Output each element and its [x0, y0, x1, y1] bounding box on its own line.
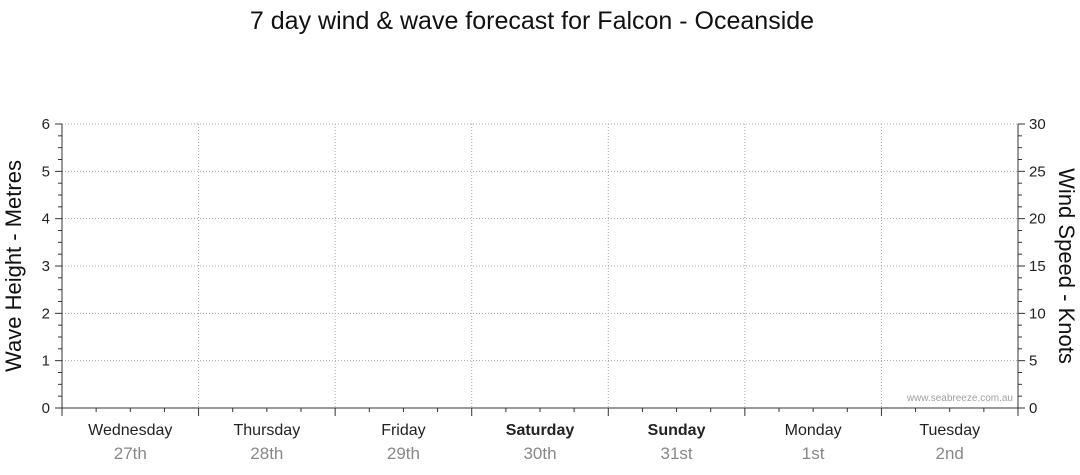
day-date-label: 28th	[250, 444, 283, 463]
y2-axis-title: Wind Speed - Knots	[1054, 168, 1079, 364]
day-date-label: 31st	[661, 444, 693, 463]
y-tick-label: 5	[42, 163, 50, 180]
y2-tick-label: 5	[1029, 353, 1037, 370]
day-date-label: 2nd	[936, 444, 964, 463]
day-name-label: Tuesday	[919, 422, 980, 439]
day-name-label: Thursday	[234, 422, 301, 439]
axes: 0 1 2 3 4 5 6 0 5 10 15 20 25 30	[42, 116, 1046, 417]
day-date-label: 29th	[387, 444, 420, 463]
y-axis-title: Wave Height - Metres	[1, 160, 26, 372]
y2-tick-label: 30	[1029, 116, 1046, 133]
x-axis-labels: Wednesday 27th Thursday 28th Friday 29th Satur…	[88, 422, 980, 463]
y-tick-label: 0	[42, 400, 50, 417]
y2-tick-label: 0	[1029, 400, 1037, 417]
day-name-label: Wednesday	[88, 422, 172, 439]
y2-tick-label: 20	[1029, 211, 1046, 228]
y-tick-label: 6	[42, 116, 50, 133]
day-date-label: 27th	[114, 444, 147, 463]
day-name-label: Friday	[381, 422, 425, 439]
day-name-label: Saturday	[506, 422, 575, 439]
y2-tick-label: 15	[1029, 258, 1046, 275]
day-name-label: Sunday	[648, 422, 706, 439]
day-date-label: 1st	[802, 444, 825, 463]
day-name-label: Monday	[785, 422, 842, 439]
day-date-label: 30th	[523, 444, 556, 463]
y-tick-label: 4	[42, 211, 50, 228]
grid	[62, 123, 1018, 408]
y2-tick-label: 25	[1029, 163, 1046, 180]
watermark: www.seabreeze.com.au	[906, 393, 1013, 404]
y-tick-label: 3	[42, 258, 50, 275]
chart-title: 7 day wind & wave forecast for Falcon - …	[250, 7, 814, 35]
y-tick-label: 1	[42, 353, 50, 370]
y-tick-label: 2	[42, 305, 50, 322]
y2-tick-label: 10	[1029, 305, 1046, 322]
